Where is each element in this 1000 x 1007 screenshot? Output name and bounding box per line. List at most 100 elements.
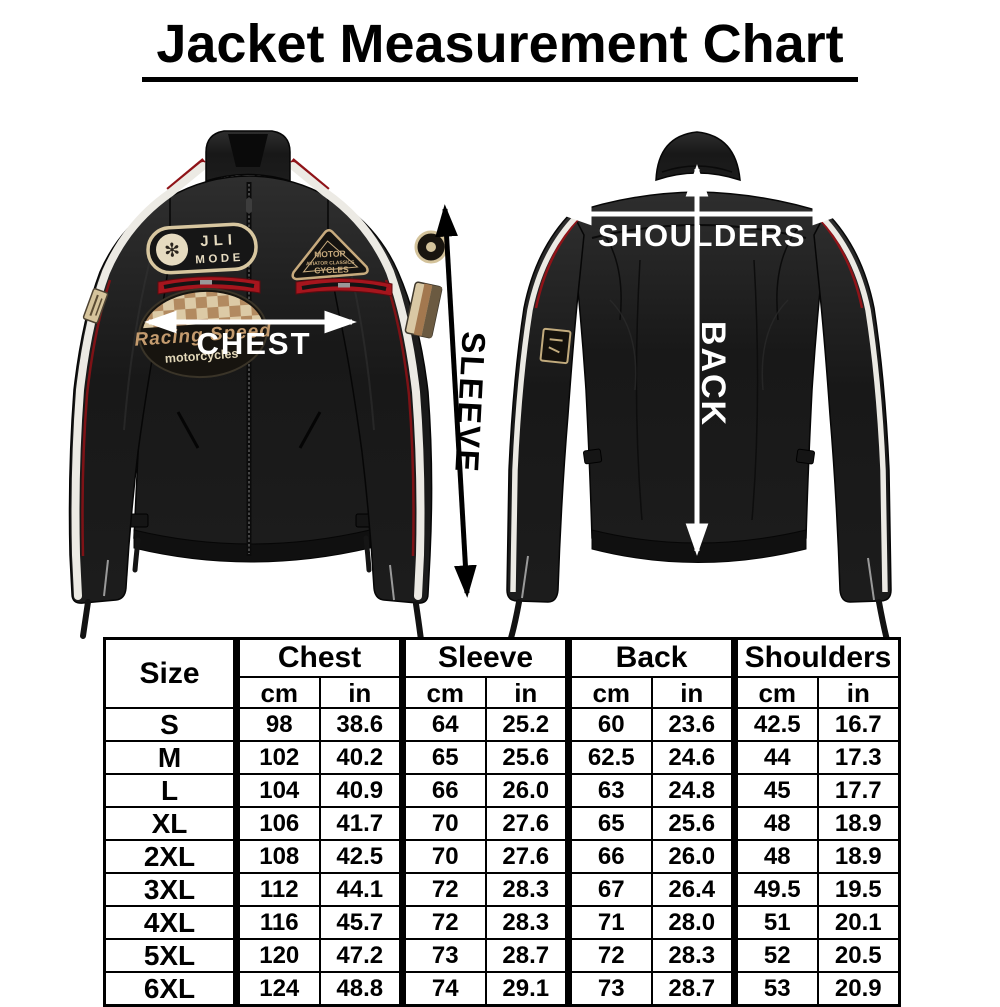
- front-right-sleeve-patch: [404, 281, 443, 339]
- page-title-text: Jacket Measurement Chart: [142, 14, 858, 83]
- front-left-stripe: [71, 162, 207, 600]
- front-chest-badge: ✻ JLI MODE: [146, 222, 258, 275]
- cell: 27.6: [484, 839, 570, 874]
- cell: 63: [565, 773, 653, 808]
- cell: 51: [731, 905, 819, 940]
- size-cell: M: [103, 740, 238, 775]
- cell: 67: [565, 872, 653, 907]
- size-cell: 2XL: [103, 839, 238, 874]
- unit-header: cm: [565, 676, 653, 709]
- cell: 65: [565, 806, 653, 841]
- unit-header: in: [484, 676, 570, 709]
- col-header-size: Size: [103, 637, 238, 709]
- cell: 47.2: [318, 938, 404, 973]
- cell: 42.5: [731, 707, 819, 742]
- front-triangle-badge: MOTOR AVIATOR CLASSICS CYCLES: [291, 228, 369, 281]
- cell: 64: [399, 707, 487, 742]
- cell: 28.7: [484, 938, 570, 973]
- sleeve-label: SLEEVE: [448, 331, 492, 475]
- badge-text: JLI: [200, 231, 238, 250]
- size-cell: 4XL: [103, 905, 238, 940]
- table-row: XL 106 41.7 70 27.6 65 25.6 48 18.9: [103, 806, 901, 841]
- table-row: 3XL 112 44.1 72 28.3 67 26.4 49.5 19.5: [103, 872, 901, 907]
- unit-header: cm: [731, 676, 819, 709]
- svg-text:✻: ✻: [164, 240, 181, 262]
- cell: 25.6: [484, 740, 570, 775]
- table-row: 4XL 116 45.7 72 28.3 71 28.0 51 20.1: [103, 905, 901, 940]
- col-header-back: Back: [565, 637, 736, 678]
- cell: 41.7: [318, 806, 404, 841]
- cell: 62.5: [565, 740, 653, 775]
- cell: 65: [399, 740, 487, 775]
- size-cell: XL: [103, 806, 238, 841]
- table-row: 5XL 120 47.2 73 28.7 72 28.3 52 20.5: [103, 938, 901, 973]
- cell: 106: [233, 806, 321, 841]
- cell: 28.0: [650, 905, 736, 940]
- cell: 108: [233, 839, 321, 874]
- unit-header: cm: [399, 676, 487, 709]
- cell: 66: [399, 773, 487, 808]
- size-cell: 5XL: [103, 938, 238, 973]
- table-row: M 102 40.2 65 25.6 62.5 24.6 44 17.3: [103, 740, 901, 775]
- cell: 70: [399, 806, 487, 841]
- cell: 44: [731, 740, 819, 775]
- cell: 120: [233, 938, 321, 973]
- cell: 20.9: [816, 971, 901, 1007]
- cell: 72: [565, 938, 653, 973]
- cell: 20.5: [816, 938, 901, 973]
- col-header-sleeve: Sleeve: [399, 637, 570, 678]
- front-left-sleeve-patch: [82, 288, 109, 324]
- cell: 72: [399, 872, 487, 907]
- cell: 24.8: [650, 773, 736, 808]
- cell: 48: [731, 839, 819, 874]
- cell: 45: [731, 773, 819, 808]
- back-label: BACK: [694, 321, 732, 427]
- cell: 49.5: [731, 872, 819, 907]
- cell: 26.4: [650, 872, 736, 907]
- cell: 28.3: [484, 872, 570, 907]
- cell: 18.9: [816, 839, 901, 874]
- cell: 48.8: [318, 971, 404, 1007]
- cell: 17.3: [816, 740, 901, 775]
- cell: 27.6: [484, 806, 570, 841]
- cell: 17.7: [816, 773, 901, 808]
- cell: 102: [233, 740, 321, 775]
- table-unit-header-row: cm in cm in cm in cm in: [105, 676, 901, 709]
- size-table: Size Chest Sleeve Back Shoulders cm in c…: [103, 637, 902, 1007]
- cell: 18.9: [816, 806, 901, 841]
- cell: 23.6: [650, 707, 736, 742]
- cell: 66: [565, 839, 653, 874]
- cell: 112: [233, 872, 321, 907]
- svg-text:CYCLES: CYCLES: [314, 264, 349, 275]
- measurement-annotations: CHEST SLEEVE SHOULDERS BACK: [144, 164, 845, 598]
- cell: 26.0: [650, 839, 736, 874]
- cell: 124: [233, 971, 321, 1007]
- cell: 28.7: [650, 971, 736, 1007]
- table-row: L 104 40.9 66 26.0 63 24.8 45 17.7: [103, 773, 901, 808]
- cell: 19.5: [816, 872, 901, 907]
- size-cell: 6XL: [103, 971, 238, 1007]
- sleeve-arrow: [435, 204, 477, 598]
- badge-text: MODE: [195, 252, 244, 267]
- cell: 28.3: [484, 905, 570, 940]
- svg-text:motorcycles: motorcycles: [164, 347, 238, 366]
- cell: 73: [565, 971, 653, 1007]
- back-jacket-figure: [506, 131, 892, 643]
- table-row: 2XL 108 42.5 70 27.6 66 26.0 48 18.9: [103, 839, 901, 874]
- cell: 28.3: [650, 938, 736, 973]
- front-pocket-zips: [157, 276, 393, 297]
- cell: 20.1: [816, 905, 901, 940]
- cell: 25.2: [484, 707, 570, 742]
- unit-header: in: [318, 676, 404, 709]
- shoulders-label: SHOULDERS: [598, 218, 806, 253]
- page-title: Jacket Measurement Chart: [0, 14, 1000, 83]
- cell: 70: [399, 839, 487, 874]
- front-jacket-figure: ✻ JLI MODE MOTOR AVIATOR CLASSICS CYCLES…: [68, 130, 448, 643]
- table-row: 6XL 124 48.8 74 29.1 73 28.7 53 20.9: [103, 971, 901, 1007]
- size-cell: S: [103, 707, 238, 742]
- cell: 44.1: [318, 872, 404, 907]
- back-left-sleeve-patch: [539, 327, 572, 365]
- unit-header: in: [816, 676, 901, 709]
